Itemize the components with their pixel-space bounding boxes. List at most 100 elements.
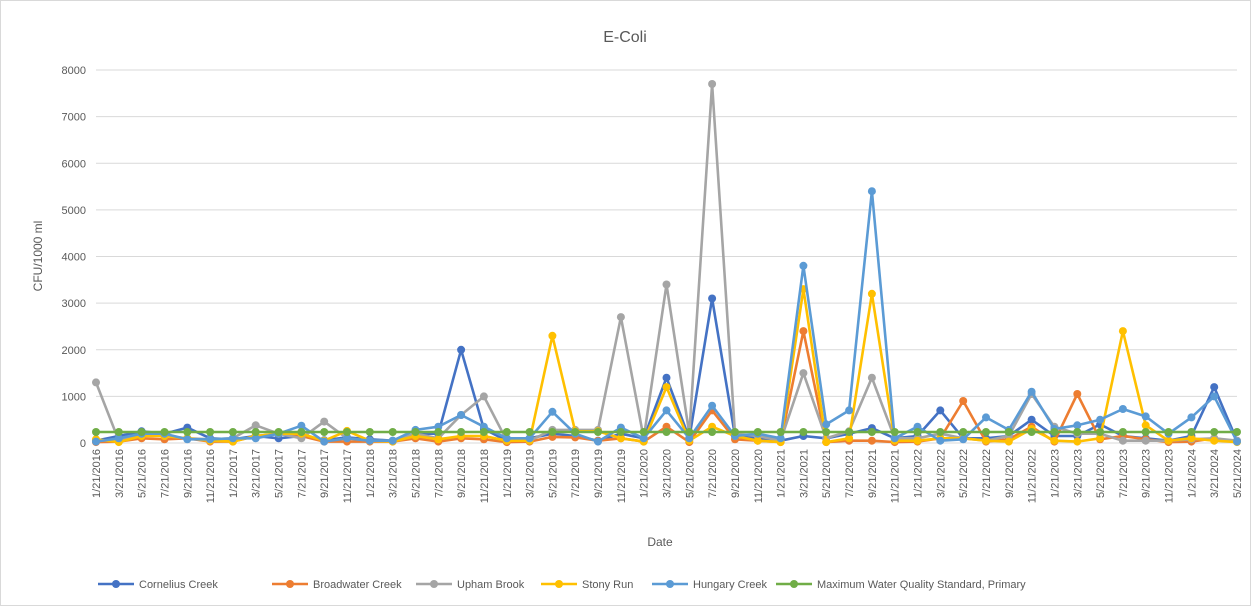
- data-point: [1027, 415, 1036, 424]
- y-tick-label: 3000: [62, 298, 86, 310]
- series-layer: [92, 80, 1241, 447]
- x-tick-label: 5/21/2018: [410, 449, 422, 498]
- y-tick-label: 8000: [62, 65, 86, 77]
- data-point: [708, 428, 717, 436]
- data-point: [936, 406, 945, 415]
- data-point: [913, 428, 922, 436]
- x-tick-label: 7/21/2019: [570, 449, 582, 498]
- x-tick-label: 9/21/2019: [593, 449, 605, 498]
- data-point: [274, 428, 283, 436]
- x-tick-label: 3/21/2018: [388, 449, 400, 498]
- data-point: [297, 428, 306, 436]
- data-point: [959, 428, 968, 436]
- x-tick-label: 7/21/2022: [981, 449, 993, 498]
- data-point: [982, 428, 990, 436]
- data-point: [1004, 428, 1013, 436]
- data-point: [343, 428, 351, 436]
- y-tick-label: 4000: [62, 252, 86, 264]
- data-point: [1210, 428, 1219, 436]
- data-point: [753, 436, 762, 445]
- series-3: [92, 285, 1241, 447]
- x-tick-label: 5/21/2016: [137, 449, 149, 498]
- data-point: [982, 436, 990, 445]
- data-point: [114, 428, 123, 436]
- legend-swatch-marker: [430, 580, 438, 588]
- x-tick-label: 3/21/2017: [251, 449, 263, 498]
- x-tick-label: 11/21/2018: [479, 449, 491, 503]
- data-point: [320, 437, 329, 446]
- data-point: [1164, 428, 1173, 436]
- legend-item: Broadwater Creek: [272, 579, 402, 591]
- x-tick-label: 3/21/2022: [935, 449, 947, 498]
- data-point: [731, 428, 739, 436]
- data-point: [92, 437, 100, 446]
- x-tick-label: 9/21/2021: [867, 449, 879, 498]
- data-point: [228, 428, 237, 436]
- data-point: [1233, 437, 1241, 446]
- data-point: [845, 434, 854, 443]
- data-point: [982, 413, 990, 422]
- data-point: [320, 417, 329, 426]
- data-point: [1210, 436, 1219, 445]
- data-point: [616, 428, 625, 436]
- data-point: [457, 411, 466, 419]
- x-tick-label: 7/21/2016: [159, 449, 171, 498]
- y-tick-label: 7000: [62, 112, 86, 124]
- x-tick-label: 5/21/2017: [274, 449, 286, 498]
- data-point: [251, 434, 260, 443]
- legend-swatch-marker: [790, 580, 798, 588]
- x-tick-label: 5/21/2024: [1232, 449, 1244, 498]
- data-point: [662, 383, 671, 392]
- legend-item: Stony Run: [541, 579, 633, 591]
- x-tick-label: 1/21/2023: [1049, 449, 1061, 498]
- data-point: [1118, 327, 1127, 336]
- data-point: [365, 428, 374, 436]
- data-point: [160, 428, 169, 436]
- data-point: [434, 428, 443, 436]
- data-point: [228, 434, 237, 443]
- x-tick-label: 3/21/2021: [798, 449, 810, 498]
- data-point: [343, 434, 351, 443]
- legend-label: Hungary Creek: [693, 579, 767, 591]
- data-point: [936, 428, 945, 436]
- x-tick-label: 9/21/2020: [730, 449, 742, 498]
- x-tick-label: 1/21/2019: [502, 449, 514, 498]
- data-point: [913, 436, 922, 445]
- data-point: [92, 378, 100, 387]
- legend-swatch-marker: [286, 580, 294, 588]
- data-point: [1141, 421, 1150, 430]
- data-point: [822, 438, 831, 447]
- data-point: [1096, 434, 1105, 443]
- x-tick-label: 5/21/2019: [547, 449, 559, 498]
- data-point: [365, 436, 374, 445]
- x-tick-label: 11/21/2017: [342, 449, 354, 503]
- data-point: [1164, 436, 1173, 445]
- data-point: [251, 428, 260, 436]
- data-point: [776, 428, 785, 436]
- x-tick-label: 11/21/2023: [1164, 449, 1176, 503]
- data-point: [708, 294, 717, 303]
- data-point: [206, 428, 215, 436]
- data-point: [594, 437, 602, 446]
- x-tick-label: 9/21/2022: [1004, 449, 1016, 498]
- x-tick-label: 3/21/2019: [525, 449, 537, 498]
- x-tick-label: 1/21/2024: [1186, 449, 1198, 498]
- x-tick-label: 3/21/2020: [662, 449, 674, 498]
- data-point: [457, 428, 466, 436]
- x-tick-label: 1/21/2022: [913, 449, 925, 498]
- data-point: [594, 428, 602, 436]
- x-axis-ticks: 1/21/2016 3/21/2016 5/21/2016 7/21/2016 9/21…: [91, 449, 1244, 503]
- legend-label: Broadwater Creek: [313, 579, 402, 591]
- legend: Cornelius Creek Broadwater Creek Upham Bro…: [98, 579, 1026, 591]
- data-point: [1073, 437, 1082, 446]
- data-point: [708, 80, 717, 88]
- data-point: [1141, 436, 1150, 445]
- data-point: [1141, 428, 1150, 436]
- data-point: [867, 373, 876, 382]
- legend-swatch-marker: [555, 580, 563, 588]
- data-point: [776, 434, 785, 443]
- data-point: [548, 331, 557, 340]
- y-tick-label: 0: [80, 438, 86, 450]
- data-point: [525, 428, 534, 436]
- data-point: [1096, 415, 1105, 424]
